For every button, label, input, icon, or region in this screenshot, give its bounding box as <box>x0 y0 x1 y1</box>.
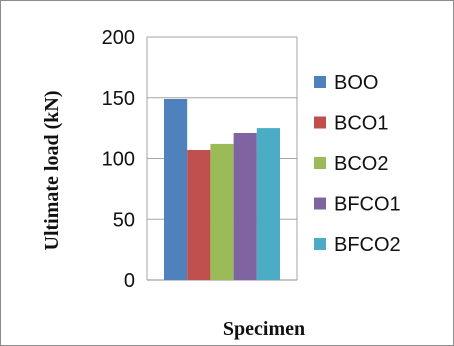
legend-swatch-bfco1 <box>314 197 326 210</box>
bar-bco2 <box>210 143 234 280</box>
y-tick-labels: 0 50 100 150 200 <box>102 27 135 292</box>
legend-swatch-boo <box>314 76 326 88</box>
legend-label-bco2: BCO2 <box>334 153 388 175</box>
legend-swatch-bco1 <box>314 116 326 129</box>
legend-label-bfco1: BFCO1 <box>334 194 401 216</box>
y-axis-title: Ultimate load (kN) <box>41 91 63 251</box>
y-tick-label: 100 <box>102 149 135 171</box>
y-tick-label: 50 <box>113 209 135 231</box>
bar-boo <box>164 98 188 280</box>
legend-swatch-bfco2 <box>314 238 326 250</box>
y-tick-label: 150 <box>102 88 135 110</box>
bar-bco1 <box>187 149 211 280</box>
legend-label-bfco2: BFCO2 <box>334 234 401 256</box>
y-tick-label: 200 <box>102 27 135 49</box>
legend: BOO BCO1 BCO2 BFCO1 BFCO2 <box>314 72 401 256</box>
y-tick-label: 0 <box>124 270 135 292</box>
bar-bfco2 <box>256 128 280 280</box>
legend-label-boo: BOO <box>334 72 378 94</box>
legend-label-bco1: BCO1 <box>334 113 388 135</box>
bars <box>164 98 280 280</box>
x-axis-title: Specimen <box>223 318 305 340</box>
legend-swatch-bco2 <box>314 157 326 169</box>
bar-bfco1 <box>233 132 257 280</box>
